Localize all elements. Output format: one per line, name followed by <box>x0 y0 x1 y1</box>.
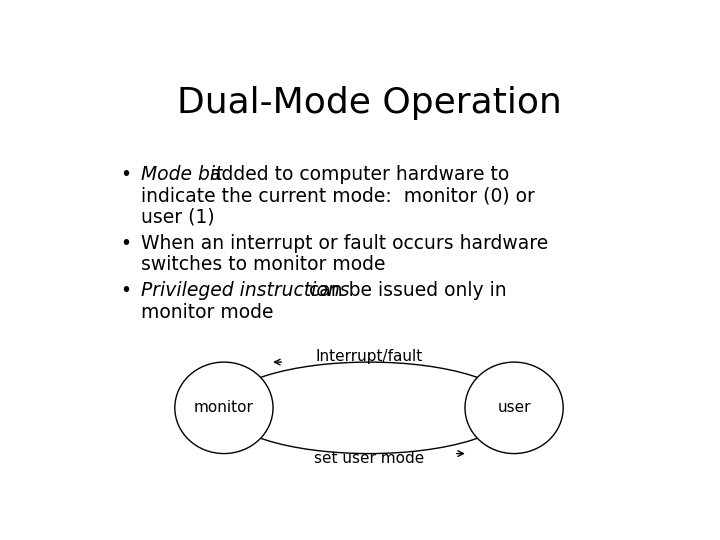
Ellipse shape <box>175 362 273 454</box>
Text: monitor: monitor <box>194 400 254 415</box>
Text: Privileged instructions: Privileged instructions <box>141 281 350 300</box>
Text: added to computer hardware to: added to computer hardware to <box>204 165 510 184</box>
Text: can be issued only in: can be issued only in <box>303 281 507 300</box>
Text: Interrupt/fault: Interrupt/fault <box>315 349 423 364</box>
Text: user (1): user (1) <box>141 208 215 227</box>
Text: Dual-Mode Operation: Dual-Mode Operation <box>176 85 562 119</box>
Text: set user mode: set user mode <box>314 451 424 467</box>
Text: •: • <box>121 165 132 184</box>
Text: •: • <box>121 234 132 253</box>
Text: switches to monitor mode: switches to monitor mode <box>141 255 386 274</box>
Text: When an interrupt or fault occurs hardware: When an interrupt or fault occurs hardwa… <box>141 234 549 253</box>
Text: indicate the current mode:  monitor (0) or: indicate the current mode: monitor (0) o… <box>141 186 535 205</box>
Text: Mode bit: Mode bit <box>141 165 222 184</box>
Text: user: user <box>498 400 531 415</box>
Text: monitor mode: monitor mode <box>141 302 274 322</box>
Ellipse shape <box>465 362 563 454</box>
Text: •: • <box>121 281 132 300</box>
